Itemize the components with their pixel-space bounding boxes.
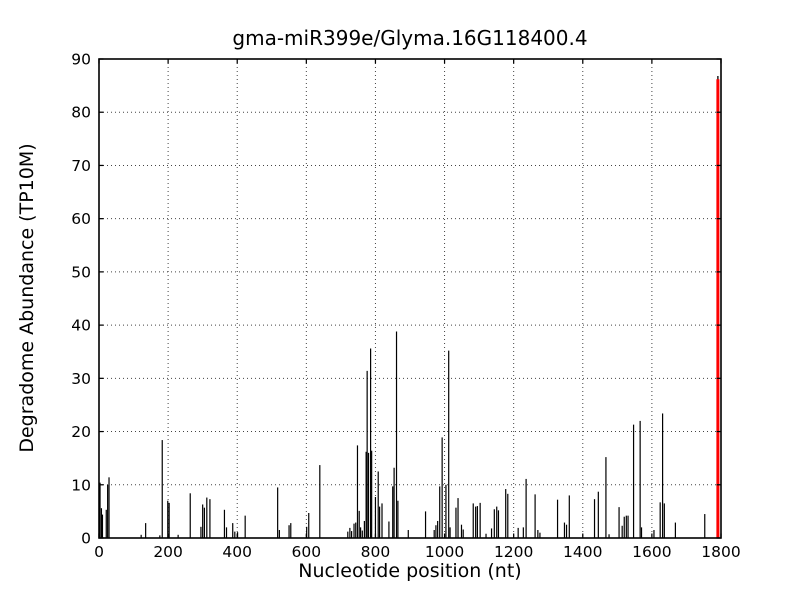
x-tick-label: 400 — [222, 543, 252, 561]
y-tick-label: 70 — [71, 157, 91, 175]
x-tick-label: 1600 — [632, 543, 671, 561]
x-tick-label: 1800 — [701, 543, 740, 561]
x-tick-label: 1200 — [494, 543, 533, 561]
x-tick-label: 600 — [292, 543, 322, 561]
y-tick-label: 20 — [71, 423, 91, 441]
y-tick-label: 50 — [71, 263, 91, 281]
y-tick-label: 80 — [71, 104, 91, 122]
x-tick-label: 0 — [94, 543, 104, 561]
x-tick-label: 800 — [361, 543, 391, 561]
y-axis-label: Degradome Abundance (TP10M) — [16, 143, 38, 453]
plot-border — [98, 58, 722, 539]
y-tick-label: 60 — [71, 210, 91, 228]
chart-title: gma-miR399e/Glyma.16G118400.4 — [232, 26, 588, 50]
y-tick-label: 30 — [71, 370, 91, 388]
y-tick-label: 40 — [71, 317, 91, 335]
y-tick-label: 10 — [71, 476, 91, 494]
x-axis-label: Nucleotide position (nt) — [298, 560, 522, 582]
x-tick-label: 1000 — [425, 543, 464, 561]
x-tick-label: 200 — [153, 543, 183, 561]
x-tick-label: 1400 — [563, 543, 602, 561]
y-tick-label: 90 — [71, 51, 91, 69]
y-tick-label: 0 — [81, 530, 91, 548]
